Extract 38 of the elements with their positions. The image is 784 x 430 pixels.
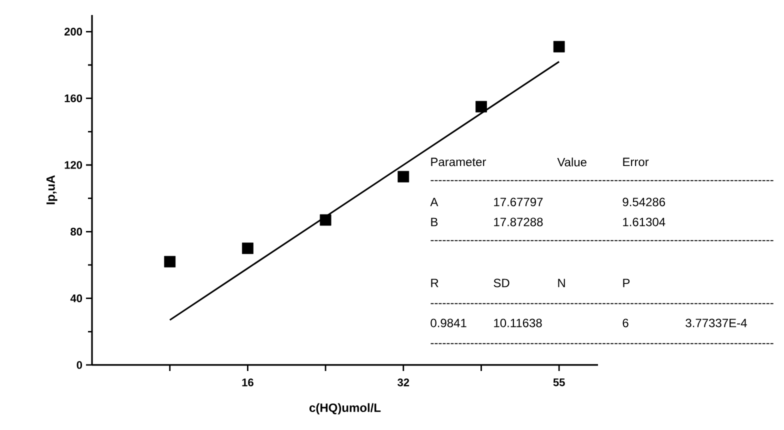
annotation: Value [557,158,586,166]
annotation: -------------------------------------------------------------------------------------- [430,343,774,344]
annotation: 17.67797 [494,198,543,206]
point [476,100,487,112]
annotation: SD [494,278,510,288]
y-tick-label: 40 [70,294,82,302]
annotation: -------------------------------------------------------------------------------------- [430,240,774,242]
annotation: 17.87288 [494,218,543,226]
annotation: 0.9841 [430,318,466,328]
text: Error [623,158,649,166]
text: P [623,278,630,288]
y-axis-title: Ip,uA [46,175,58,204]
annotation: N [558,278,565,288]
annotation: 10.11638 [494,318,542,328]
annotation: -------------------------------------------------------------------------------------- [430,303,774,304]
annotation: Parameter [431,158,486,166]
annotation: R [431,278,438,288]
annotation: B [431,218,438,226]
x-tick-label: 16 [242,378,254,386]
text: 3.77337E-4 [686,318,747,328]
text: 9.54286 [622,198,666,206]
text: 6 [622,318,628,328]
text: 1.61304 [623,218,666,226]
x-axis-title: c(HQ)umol/L [309,403,381,414]
x-tick-label: 55 [553,378,565,386]
point [553,40,565,52]
annotation: -------------------------------------------------------------------------------------- [430,180,774,182]
annotation: A [430,198,438,206]
y-tick-label: 120 [64,161,82,169]
y-tick-label: 160 [64,94,82,102]
y-tick-label: 0 [76,361,82,369]
point [164,256,176,268]
point [320,214,332,226]
y-tick-label: 80 [70,228,82,236]
y-tick-label: 200 [64,28,82,36]
point [242,242,254,254]
point [398,170,410,182]
x-tick-label: 32 [398,378,410,386]
